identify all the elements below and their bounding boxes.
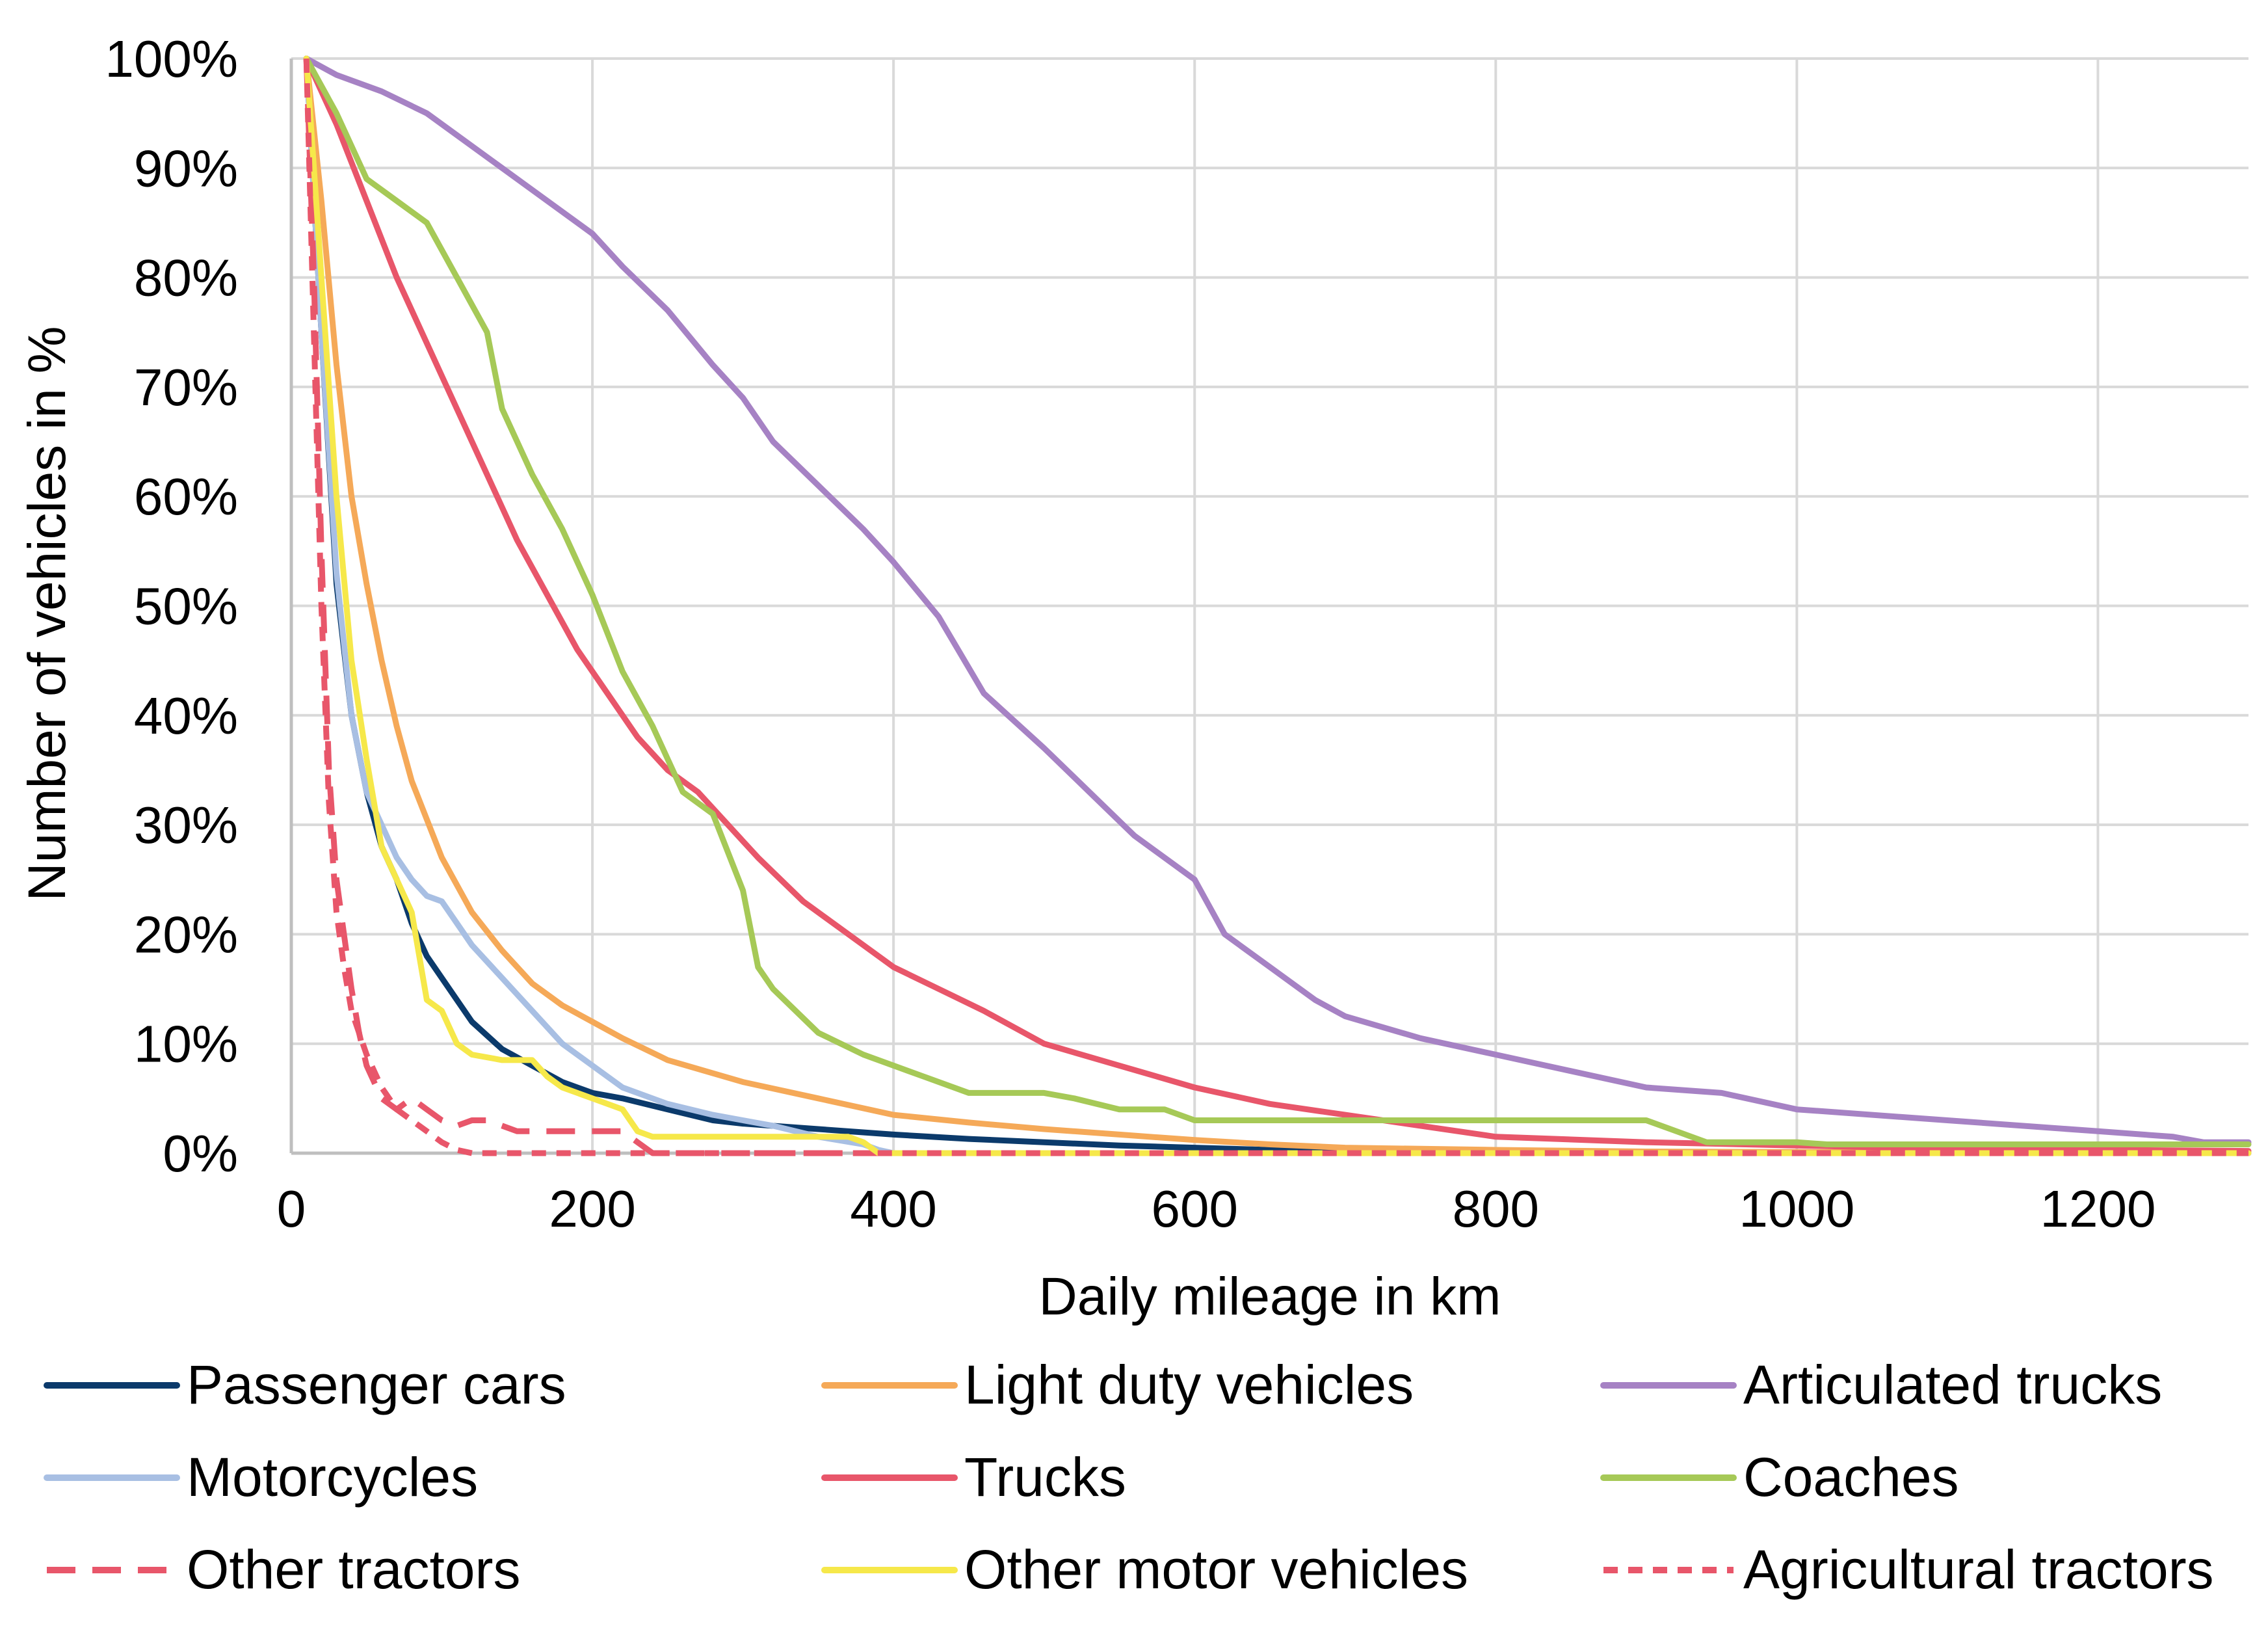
y-tick-label: 90% [134, 139, 238, 197]
y-tick-label: 30% [134, 796, 238, 854]
x-tick-label: 0 [277, 1180, 306, 1238]
legend-label: Other tractors [187, 1539, 520, 1600]
y-tick-label: 50% [134, 578, 238, 635]
legend-item-motorcycles: Motorcycles [44, 1446, 478, 1508]
x-tick-label: 800 [1453, 1180, 1539, 1238]
legend-label: Other motor vehicles [964, 1539, 1468, 1600]
legend-item-other-motor-vehicles: Other motor vehicles [821, 1539, 1468, 1600]
x-tick-label: 1000 [1739, 1180, 1854, 1238]
series-line-light-duty-vehicles [303, 55, 2252, 1156]
y-tick-label: 40% [134, 687, 238, 745]
legend-item-other-tractors: Other tractors [47, 1539, 520, 1600]
y-axis-title: Number of vehicles in % [18, 326, 77, 901]
legend-item-articulated-trucks: Articulated trucks [1600, 1354, 2162, 1415]
data-series [303, 55, 2252, 1156]
gridlines [290, 57, 2248, 1154]
legend-label: Light duty vehicles [964, 1354, 1414, 1415]
legend-label: Agricultural tractors [1743, 1539, 2214, 1600]
legend-label: Passenger cars [187, 1354, 566, 1415]
legend-item-coaches: Coaches [1600, 1446, 1959, 1508]
x-tick-label: 200 [549, 1180, 635, 1238]
legend-label: Motorcycles [187, 1446, 478, 1508]
legend-label: Coaches [1743, 1446, 1959, 1508]
y-tick-label: 20% [134, 905, 238, 963]
y-tick-label: 60% [134, 468, 238, 526]
y-tick-label: 70% [134, 358, 238, 416]
legend: Passenger cars Light duty vehicles Articul… [44, 1354, 2214, 1600]
legend-item-trucks: Trucks [821, 1446, 1126, 1508]
x-tick-label: 600 [1151, 1180, 1237, 1238]
y-tick-label: 10% [134, 1015, 238, 1073]
y-tick-label: 100% [105, 30, 238, 88]
y-tick-label: 0% [163, 1125, 238, 1182]
series-line-other-motor-vehicles [303, 55, 2252, 1156]
legend-item-agricultural-tractors: Agricultural tractors [1603, 1539, 2214, 1600]
series-line-articulated-trucks [303, 55, 2252, 1145]
series-line-other-tractors [303, 58, 2248, 1156]
legend-item-light-duty-vehicles: Light duty vehicles [821, 1354, 1414, 1415]
axis-titles: Daily mileage in km Number of vehicles i… [18, 326, 1501, 1326]
tick-labels: 0% 10% 20% 30% 40% 50% 60% 70% 80% 90% 100% 0 200 400… [105, 30, 2156, 1238]
x-tick-label: 400 [850, 1180, 936, 1238]
legend-label: Trucks [964, 1446, 1126, 1508]
y-tick-label: 80% [134, 249, 238, 307]
legend-item-passenger-cars: Passenger cars [44, 1354, 566, 1415]
legend-label: Articulated trucks [1743, 1354, 2162, 1415]
x-axis-title: Daily mileage in km [1039, 1267, 1501, 1326]
series-line-coaches [303, 55, 2252, 1147]
series-line-trucks [303, 55, 2252, 1154]
x-tick-label: 1200 [2040, 1180, 2156, 1238]
series-line-agricultural-tractors [303, 58, 2248, 1156]
